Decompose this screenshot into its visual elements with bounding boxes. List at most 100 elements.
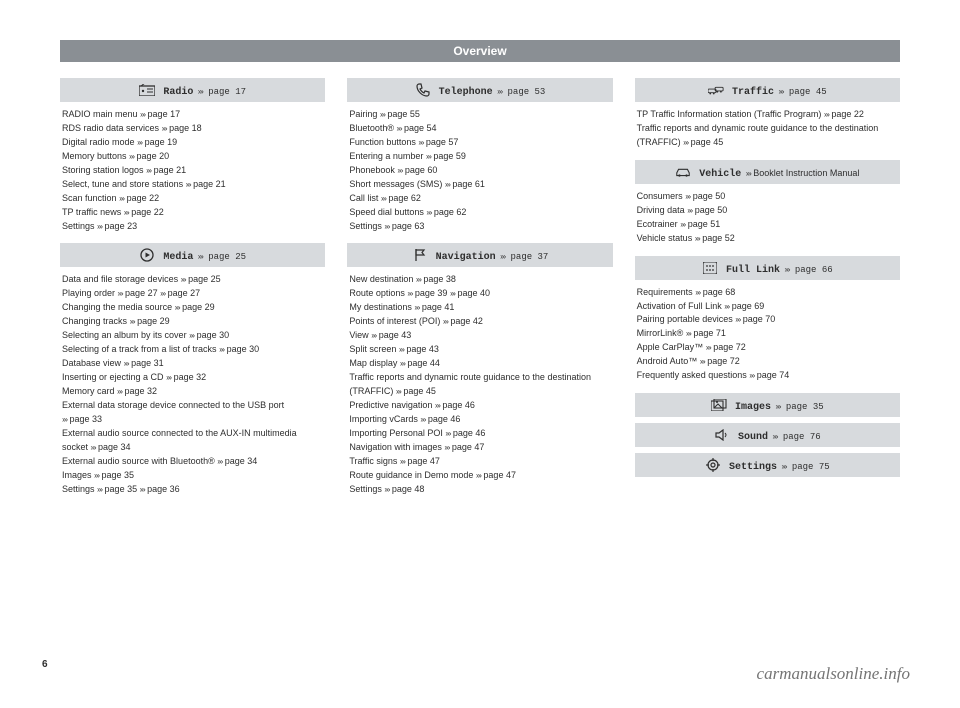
content-line: Changing the media source ››› page 29: [62, 301, 323, 315]
line-text: Traffic reports and dynamic route guidan…: [349, 372, 591, 396]
section-label: Settings: [729, 462, 777, 473]
line-text: RDS radio data services: [62, 123, 159, 133]
line-text: Navigation with images: [349, 442, 442, 452]
page-ref: ››› page 31: [124, 358, 164, 368]
watermark: carmanualsonline.info: [757, 664, 910, 684]
section-header-sound: Sound ››› page 76: [635, 423, 900, 447]
content-line: Call list ››› page 62: [349, 192, 610, 206]
line-text: New destination: [349, 274, 413, 284]
page-ref: ››› page 25: [181, 274, 221, 284]
content-line: Predictive navigation ››› page 46: [349, 399, 610, 413]
line-text: Pairing portable devices: [637, 314, 733, 324]
section-header-fulllink: Full Link ››› page 66: [635, 256, 900, 280]
page-ref: ››› page 34: [91, 442, 131, 452]
line-text: Route options: [349, 288, 405, 298]
content-line: RDS radio data services ››› page 18: [62, 122, 323, 136]
section-header-settings: Settings ››› page 75: [635, 453, 900, 477]
line-text: Predictive navigation: [349, 400, 432, 410]
content-line: RADIO main menu ››› page 17: [62, 108, 323, 122]
content-line: Selecting of a track from a list of trac…: [62, 343, 323, 357]
line-text: Importing Personal POI: [349, 428, 443, 438]
section-ref: ››› page 17: [198, 87, 246, 97]
section-media: Media ››› page 25 Data and file storage …: [60, 243, 325, 506]
section-label: Full Link: [726, 265, 780, 276]
line-text: Driving data: [637, 205, 685, 215]
content-line: External audio source connected to the A…: [62, 427, 323, 455]
page-ref: ››› page 21: [186, 179, 226, 189]
content-line: Traffic signs ››› page 47: [349, 455, 610, 469]
sound-icon: [714, 428, 730, 442]
line-text: Changing tracks: [62, 316, 127, 326]
content-line: Android Auto™ ››› page 72: [637, 355, 898, 369]
page-ref: ››› page 43: [371, 330, 411, 340]
images-icon: [711, 398, 727, 412]
line-text: Split screen: [349, 344, 396, 354]
content-line: Scan function ››› page 22: [62, 192, 323, 206]
line-text: Points of interest (POI): [349, 316, 440, 326]
content-line: Function buttons ››› page 57: [349, 136, 610, 150]
content-line: Vehicle status ››› page 52: [637, 232, 898, 246]
line-text: Data and file storage devices: [62, 274, 178, 284]
content-line: Navigation with images ››› page 47: [349, 441, 610, 455]
content-line: Importing vCards ››› page 46: [349, 413, 610, 427]
page-ref: ››› page 69: [724, 301, 764, 311]
section-navigation: Navigation ››› page 37 New destination ›…: [347, 243, 612, 506]
line-text: Short messages (SMS): [349, 179, 442, 189]
page-ref: ››› page 42: [443, 316, 483, 326]
section-header-media: Media ››› page 25: [60, 243, 325, 267]
content-line: Settings ››› page 63: [349, 220, 610, 234]
page-ref: ››› page 32: [117, 386, 157, 396]
content-line: Images ››› page 35: [62, 469, 323, 483]
page-title: Overview: [60, 40, 900, 62]
page-ref: ››› page 62: [381, 193, 421, 203]
section-ref: ››› page 37: [500, 252, 548, 262]
line-text: Entering a number: [349, 151, 423, 161]
page-ref: ››› page 52: [695, 233, 735, 243]
page-ref: ››› page 23: [97, 221, 137, 231]
section-header-navigation: Navigation ››› page 37: [347, 243, 612, 267]
phone-icon: [415, 83, 431, 97]
section-content-navigation: New destination ››› page 38 Route option…: [347, 273, 612, 506]
section-telephone: Telephone ››› page 53 Pairing ››› page 5…: [347, 78, 612, 243]
page-ref: ››› page 55: [380, 109, 420, 119]
content-line: External data storage device connected t…: [62, 399, 323, 427]
line-text: TP Traffic Information station (Traffic …: [637, 109, 822, 119]
page-ref: ››› page 29: [130, 316, 170, 326]
page-ref: ››› page 36: [140, 484, 180, 494]
gear-icon: [705, 458, 721, 472]
content-line: Frequently asked questions ››› page 74: [637, 369, 898, 383]
content-line: Pairing portable devices ››› page 70: [637, 313, 898, 327]
page-ref: ››› page 30: [219, 344, 259, 354]
section-ref: ››› page 45: [778, 87, 826, 97]
section-content-vehicle: Consumers ››› page 50 Driving data ››› p…: [635, 190, 900, 256]
page-ref: ››› page 35: [94, 470, 134, 480]
line-text: Phonebook: [349, 165, 395, 175]
section-ref: ››› page 66: [784, 265, 832, 275]
line-text: Vehicle status: [637, 233, 693, 243]
page-ref: ››› page 18: [162, 123, 202, 133]
section-vehicle: Vehicle ››› Booklet Instruction Manual C…: [635, 160, 900, 256]
page-ref: ››› page 68: [695, 287, 735, 297]
content-line: View ››› page 43: [349, 329, 610, 343]
content-line: Memory card ››› page 32: [62, 385, 323, 399]
section-label: Telephone: [439, 87, 493, 98]
content-line: Requirements ››› page 68: [637, 286, 898, 300]
content-line: Database view ››› page 31: [62, 357, 323, 371]
page-ref: ››› page 27: [160, 288, 200, 298]
content-line: Settings ››› page 35 ››› page 36: [62, 483, 323, 497]
line-text: Settings: [62, 484, 95, 494]
page-ref: ››› page 47: [444, 442, 484, 452]
page-ref: ››› page 72: [706, 342, 746, 352]
page-ref: ››› page 40: [450, 288, 490, 298]
page-ref: ››› page 27: [118, 288, 158, 298]
line-text: RADIO main menu: [62, 109, 138, 119]
line-text: Ecotrainer: [637, 219, 678, 229]
line-text: Select, tune and store stations: [62, 179, 183, 189]
content-line: External audio source with Bluetooth® ››…: [62, 455, 323, 469]
page-ref: ››› page 74: [749, 370, 789, 380]
page-ref: ››› page 46: [445, 428, 485, 438]
section-header-telephone: Telephone ››› page 53: [347, 78, 612, 102]
line-text: External data storage device connected t…: [62, 400, 284, 410]
page-ref: ››› page 46: [420, 414, 460, 424]
section-ref: ››› page 25: [198, 252, 246, 262]
